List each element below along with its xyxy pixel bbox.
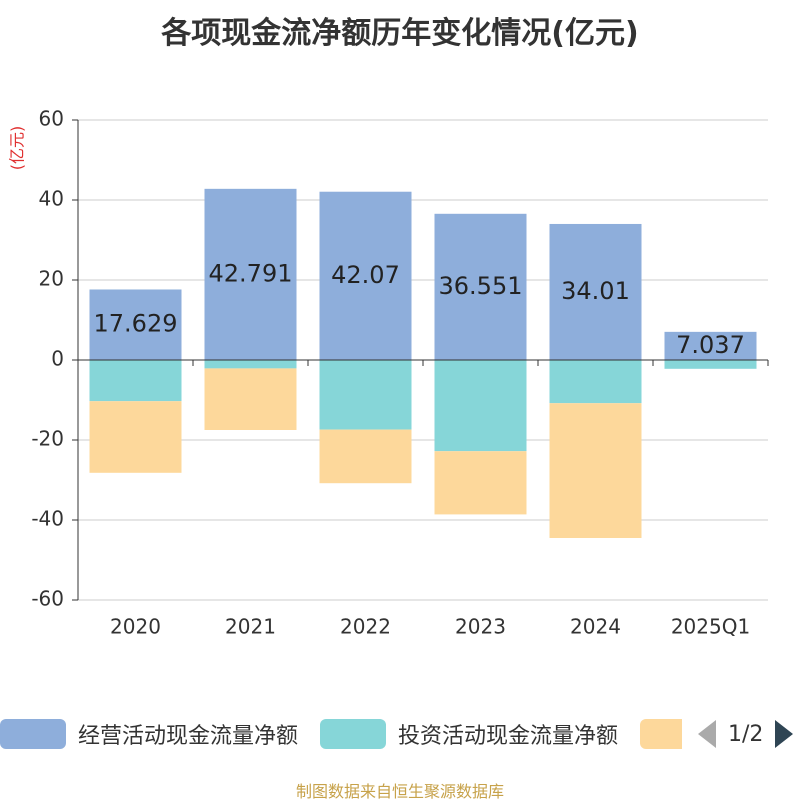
legend-label-investing: 投资活动现金流量净额 <box>398 724 619 749</box>
data-source-note: 制图数据来自恒生聚源数据库 <box>295 782 504 801</box>
legend-pager: 1/2 <box>698 716 794 752</box>
data-label: 7.037 <box>676 331 745 359</box>
bar-financing-2023[interactable] <box>434 451 527 515</box>
y-tick-label: -60 <box>31 587 64 611</box>
chart-title: 各项现金流净额历年变化情况(亿元) <box>161 16 639 51</box>
y-tick-label: -20 <box>31 427 64 451</box>
data-label: 34.01 <box>561 277 630 305</box>
data-label: 17.629 <box>94 310 178 338</box>
bar-operating-2023[interactable] <box>434 213 527 360</box>
legend: 经营活动现金流量净额 投资活动现金流量净额 1/2 <box>0 716 800 756</box>
bar-investing-2023[interactable] <box>434 360 527 452</box>
chart-area: 60 40 20 0 -20 -40 -60 17.629 42.791 42.07 36.551 3… <box>31 107 769 639</box>
bar-financing-2024[interactable] <box>549 403 642 538</box>
bar-investing-2022[interactable] <box>319 360 412 430</box>
bar-operating-2020[interactable] <box>89 289 182 360</box>
x-tick-label: 2023 <box>455 615 506 639</box>
bar-financing-2022[interactable] <box>319 429 412 484</box>
y-axis-unit: (亿元) <box>8 126 27 171</box>
bar-financing-2020[interactable] <box>89 401 182 473</box>
x-tick-label: 2022 <box>340 615 391 639</box>
bar-operating-2025Q1[interactable] <box>664 331 757 360</box>
bar-financing-2021[interactable] <box>204 368 297 430</box>
x-tick-label: 2021 <box>225 615 276 639</box>
next-page-icon[interactable] <box>775 720 794 748</box>
legend-item-operating[interactable]: 经营活动现金流量净额 <box>0 716 298 752</box>
y-tick-label: -40 <box>31 507 64 531</box>
y-tick-label: 40 <box>39 187 64 211</box>
bar-investing-2025Q1[interactable] <box>664 360 757 369</box>
bar-operating-2024[interactable] <box>549 223 642 360</box>
legend-item-financing[interactable] <box>640 716 682 752</box>
y-tick-label: 60 <box>39 107 64 131</box>
prev-page-icon[interactable] <box>698 720 716 748</box>
legend-label-operating: 经营活动现金流量净额 <box>78 724 299 749</box>
bar-investing-2020[interactable] <box>89 360 182 402</box>
bar-investing-2021[interactable] <box>204 360 297 369</box>
y-axis-unit-label: (亿元) <box>8 126 27 171</box>
bar-operating-2021[interactable] <box>204 188 297 360</box>
data-label: 36.551 <box>439 272 523 300</box>
x-tick-label: 2020 <box>110 615 161 639</box>
legend-swatch-investing <box>320 719 386 749</box>
bar-operating-2022[interactable] <box>319 191 412 360</box>
x-tick-label: 2025Q1 <box>671 615 750 639</box>
x-tick-label: 2024 <box>570 615 621 639</box>
legend-page-indicator: 1/2 <box>728 721 764 747</box>
bar-investing-2024[interactable] <box>549 360 642 404</box>
data-label: 42.791 <box>209 259 293 287</box>
y-tick-label: 20 <box>39 267 64 291</box>
legend-swatch-financing <box>640 719 682 749</box>
y-tick-label: 0 <box>51 347 64 371</box>
data-label: 42.07 <box>331 261 400 289</box>
legend-swatch-operating <box>0 719 66 749</box>
legend-item-investing[interactable]: 投资活动现金流量净额 <box>320 716 618 752</box>
